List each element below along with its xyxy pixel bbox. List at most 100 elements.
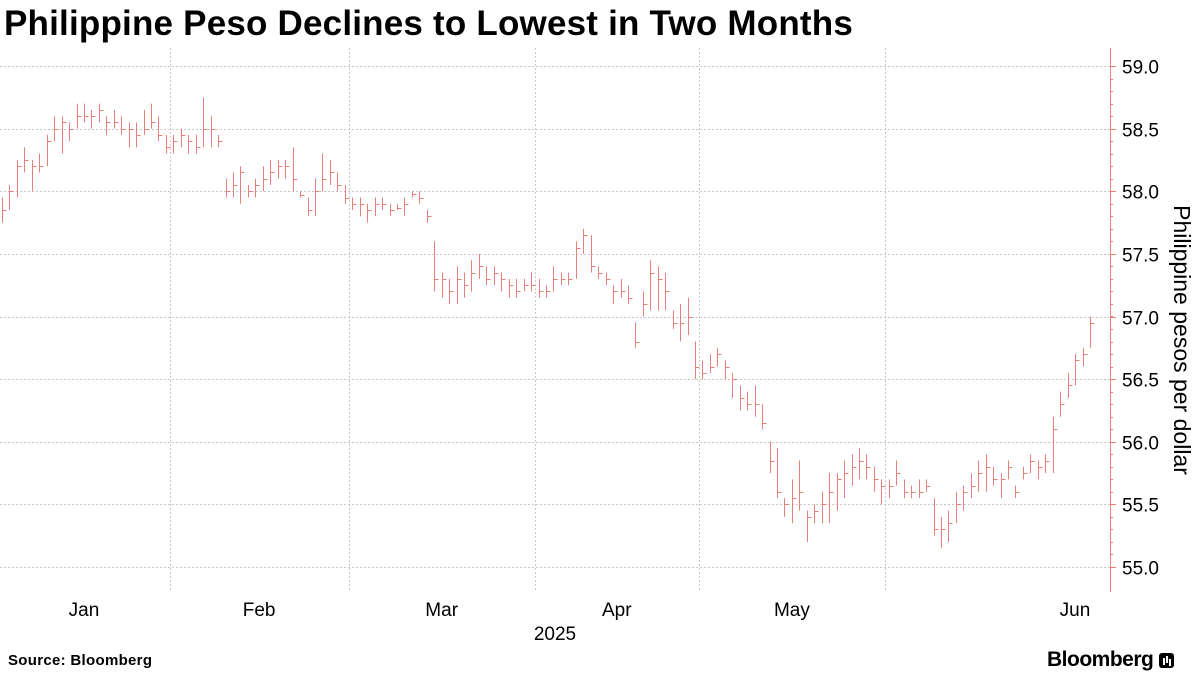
ohlc-bar [449, 278, 454, 304]
ohlc-bar [479, 253, 484, 279]
ohlc-bar [2, 197, 7, 223]
ohlc-bar [442, 272, 447, 298]
ohlc-bar [859, 448, 864, 480]
ohlc-bar [494, 266, 499, 286]
ohlc-bar [650, 260, 655, 311]
ohlc-bar [583, 228, 588, 254]
ohlc-bar [896, 460, 901, 486]
ohlc-bar [434, 241, 439, 292]
ohlc-bar [1023, 466, 1028, 480]
ohlc-bar [963, 485, 968, 511]
ohlc-bar [1075, 354, 1080, 386]
x-tick-label: Jan [69, 600, 100, 621]
ohlc-bar [278, 159, 283, 179]
ohlc-bar [635, 322, 640, 348]
x-tick-label: Jun [1060, 600, 1091, 621]
x-tick-label: Feb [243, 600, 276, 621]
ohlc-bar [688, 297, 693, 336]
y-tick-label: 57.5 [1122, 246, 1159, 267]
ohlc-bar [978, 460, 983, 492]
ohlc-bar [814, 504, 819, 524]
ohlc-bar [77, 103, 82, 129]
ohlc-bar [173, 134, 178, 154]
bloomberg-terminal-icon [1159, 652, 1175, 668]
ohlc-bar [889, 479, 894, 499]
ohlc-bar [367, 203, 372, 223]
ohlc-bar [285, 159, 290, 179]
ohlc-bar [211, 116, 216, 148]
ohlc-bar [390, 203, 395, 217]
y-axis-label: Philippine pesos per dollar [1169, 205, 1195, 475]
ohlc-bar [412, 191, 417, 198]
y-tick-label: 56.0 [1122, 434, 1159, 455]
ohlc-bar [866, 454, 871, 480]
ohlc-bar [606, 272, 611, 286]
ohlc-bar [69, 122, 74, 142]
ohlc-bar [747, 391, 752, 411]
ohlc-bar [732, 372, 737, 398]
ohlc-bar [1060, 391, 1065, 417]
ohlc-bar [837, 473, 842, 511]
ohlc-bar [993, 466, 998, 486]
ohlc-bar [926, 479, 931, 492]
ohlc-bar [613, 285, 618, 304]
x-tick-label: Apr [602, 600, 632, 621]
ohlc-bar [203, 97, 208, 148]
chart-title: Philippine Peso Declines to Lowest in Tw… [4, 4, 854, 43]
ohlc-bar [844, 460, 849, 499]
ohlc-bar [151, 103, 156, 129]
ohlc-bar [531, 272, 536, 292]
ohlc-bar [375, 197, 380, 217]
ohlc-bar [643, 291, 648, 317]
ohlc-bar [516, 278, 521, 298]
ohlc-bar [188, 134, 193, 154]
ohlc-bar [598, 266, 603, 279]
ohlc-bar [181, 128, 186, 148]
ohlc-bar [39, 153, 44, 173]
ohlc-bar [792, 479, 797, 524]
ohlc-bar [1090, 316, 1095, 348]
y-tick-label: 58.0 [1122, 183, 1159, 204]
ohlc-bar [941, 516, 946, 549]
ohlc-bar [84, 103, 89, 123]
ohlc-bar [62, 116, 67, 154]
ohlc-bar [576, 241, 581, 279]
ohlc-bar [471, 260, 476, 292]
ohlc-bar [822, 491, 827, 524]
ohlc-bar [710, 354, 715, 373]
ohlc-bar [360, 197, 365, 217]
ohlc-bar [539, 278, 544, 298]
ohlc-bar [226, 178, 231, 198]
ohlc-bar [457, 266, 462, 304]
ohlc-bar [695, 341, 700, 380]
ohlc-bar [345, 184, 350, 204]
ohlc-bar [948, 510, 953, 542]
ohlc-bar [986, 454, 991, 492]
ohlc-bar [382, 197, 387, 211]
ohlc-bar [717, 347, 722, 367]
grid-layer [0, 48, 1110, 592]
ohlc-bar [322, 153, 327, 192]
ohlc-bar [17, 159, 22, 198]
ohlc-bar [218, 134, 223, 148]
ohlc-bar [114, 109, 119, 129]
ohlc-bar [1015, 485, 1020, 499]
ohlc-bar [621, 278, 626, 298]
ohlc-bar [99, 103, 104, 123]
ohlc-bar [1038, 460, 1043, 480]
ohlc-bar [956, 491, 961, 524]
ohlc-bar [158, 116, 163, 142]
ohlc-bar [24, 147, 29, 173]
ohlc-bar [464, 272, 469, 298]
ohlc-bar [934, 498, 939, 536]
ohlc-bar [770, 441, 775, 474]
ohlc-bar [9, 184, 14, 211]
y-tick-label: 55.0 [1122, 559, 1159, 580]
y-tick-label: 56.5 [1122, 371, 1159, 392]
ohlc-bar [755, 385, 760, 417]
ohlc-bar [427, 210, 432, 223]
ohlc-bar [553, 266, 558, 292]
axis-layer: 55.0 55.5 56.0 56.5 57.0 57.5 58.0 58.5 59.0 Jan F… [69, 48, 1159, 621]
ohlc-bar [1068, 372, 1073, 398]
